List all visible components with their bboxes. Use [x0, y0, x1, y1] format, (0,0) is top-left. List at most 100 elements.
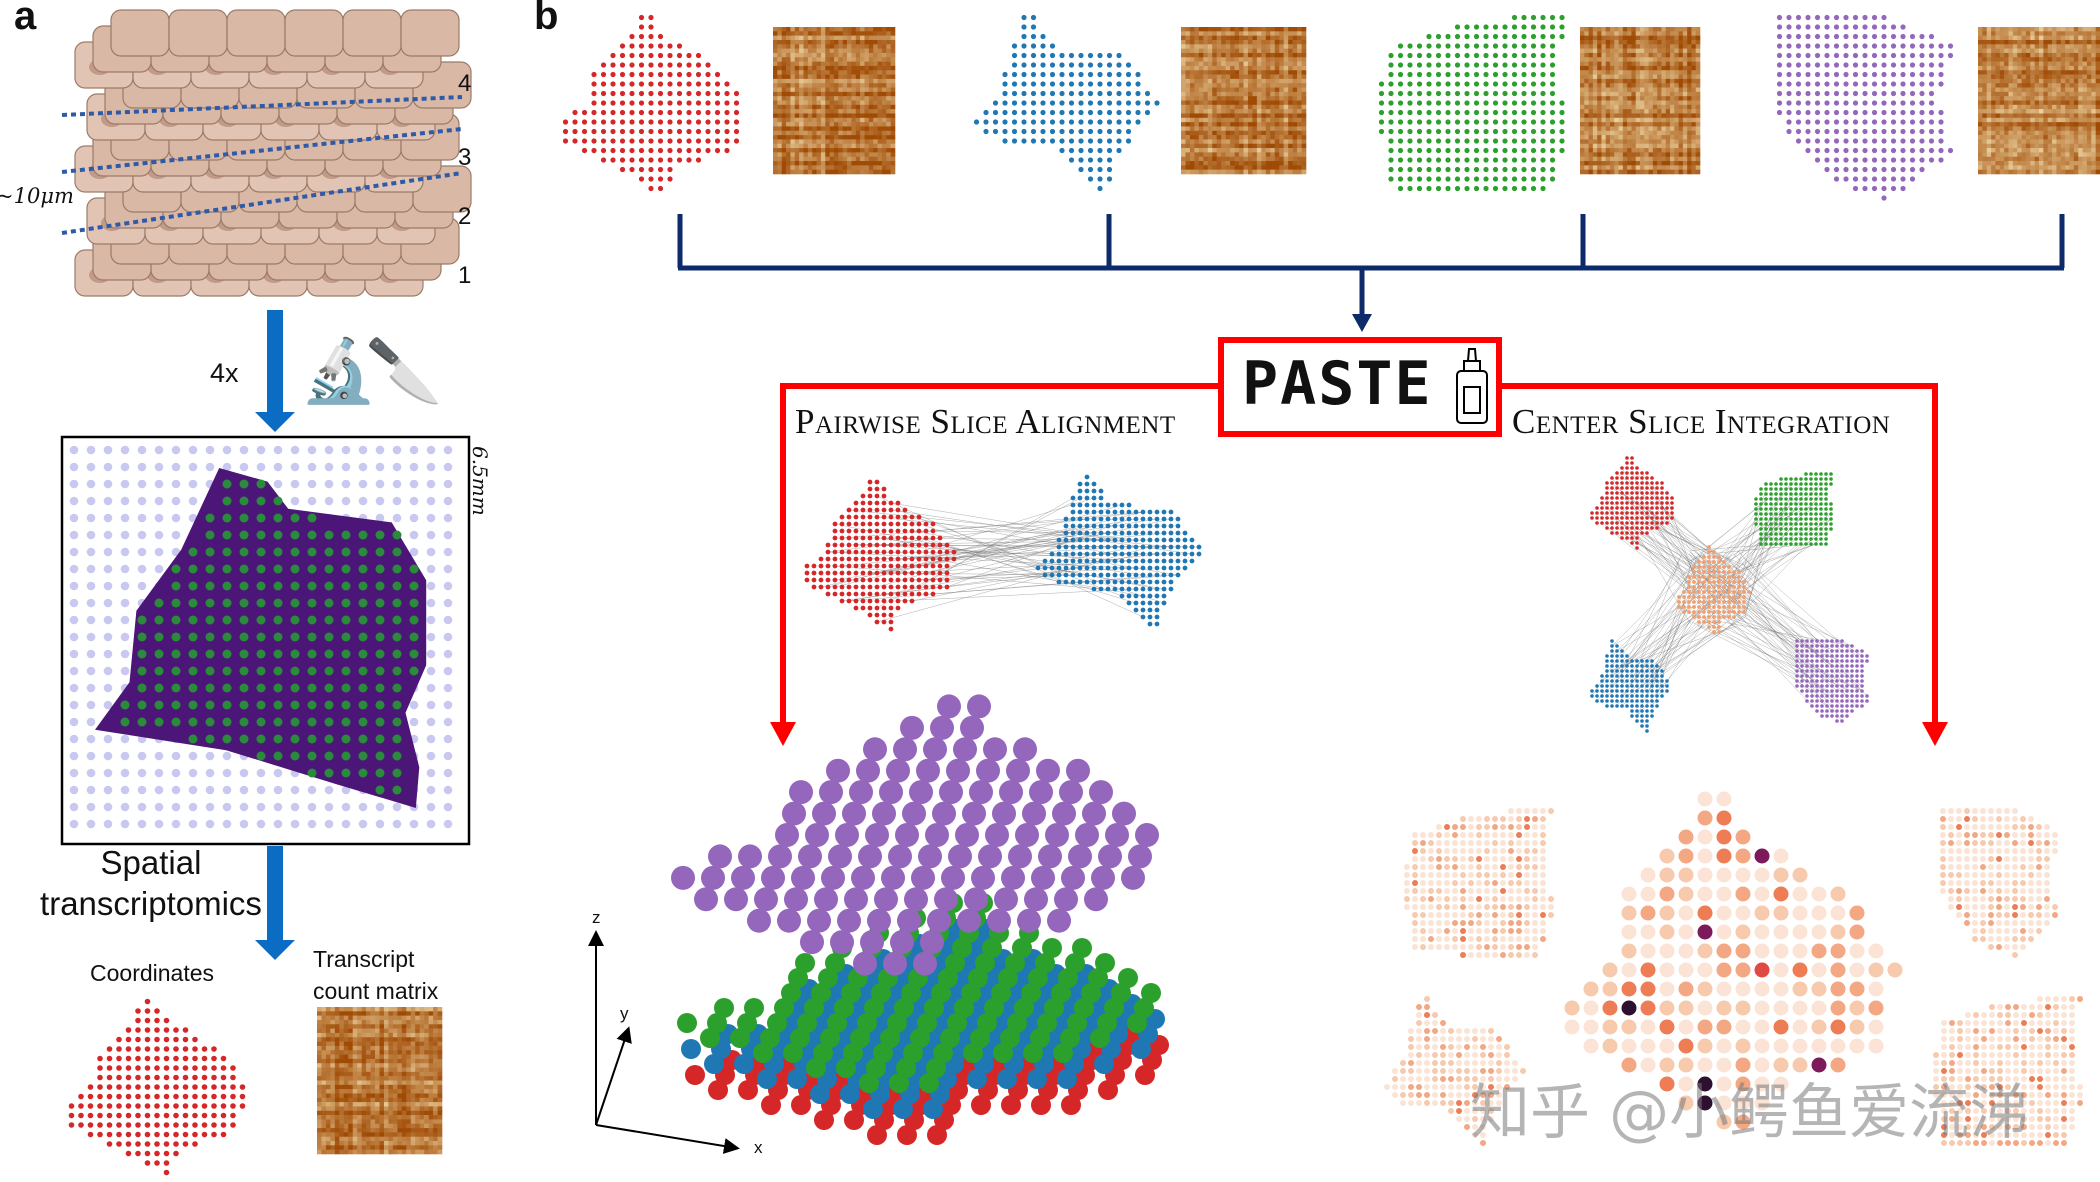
slice-3-matrix-cell — [1665, 48, 1671, 54]
slice-2-matrix-cell — [1265, 143, 1271, 149]
slice-2-matrix-cell — [1203, 126, 1209, 132]
slice-2-matrix-cell — [1189, 156, 1195, 162]
count-matrix-cell — [348, 1089, 354, 1094]
coordinate-spot — [135, 1027, 141, 1033]
count-matrix-cell — [428, 1019, 434, 1025]
coordinate-spot — [125, 1065, 132, 1071]
slice-3-spot — [1454, 100, 1461, 106]
count-matrix-cell — [424, 1067, 429, 1073]
slice-3-spot — [1426, 71, 1432, 78]
slice-1-matrix-cell — [816, 165, 822, 170]
slice-2-matrix-cell — [1221, 35, 1226, 41]
slice-1-matrix-cell — [868, 52, 874, 58]
slice-3-matrix-cell — [1631, 44, 1637, 49]
count-matrix-cell — [370, 1037, 376, 1042]
slice-3-matrix-cell — [1588, 70, 1594, 75]
slice-3-spot — [1397, 128, 1404, 135]
slice-1-matrix-cell — [794, 35, 800, 41]
captured-spot — [290, 649, 300, 659]
slice-3-spot — [1388, 176, 1394, 182]
count-matrix-cell — [330, 1063, 336, 1068]
slice-2-matrix-cell — [1239, 148, 1244, 153]
slice-2-matrix-cell — [1256, 122, 1262, 127]
slice-1-matrix-cell — [860, 169, 865, 175]
slice-2-matrix-cell — [1301, 156, 1307, 162]
slice-1-matrix-cell — [881, 91, 887, 97]
slice-3-matrix-cell — [1661, 35, 1667, 41]
count-matrix-cell — [343, 1110, 349, 1116]
slice-1-matrix-cell — [799, 139, 804, 145]
slice-1-matrix-cell — [820, 126, 826, 132]
captured-spot — [239, 615, 249, 625]
slice-1-matrix-cell — [873, 161, 878, 166]
slice-2-spot — [1021, 43, 1027, 49]
slice-3-spot — [1530, 43, 1537, 49]
count-matrix-cell — [343, 1024, 349, 1029]
slice-2-matrix-cell — [1185, 117, 1191, 123]
array-spot — [171, 530, 181, 540]
slice-2-matrix-cell — [1194, 104, 1200, 110]
coordinate-spot — [239, 1103, 246, 1109]
slice-1-spot — [619, 119, 626, 125]
slice-1-matrix-cell — [855, 44, 861, 49]
slice-1-matrix-cell — [790, 156, 796, 162]
slice-3-matrix-cell — [1652, 39, 1658, 45]
coordinate-spot — [220, 1074, 227, 1081]
array-spot — [188, 785, 198, 795]
slice-1-matrix-cell — [790, 143, 796, 149]
slice-1-matrix-cell — [825, 135, 830, 140]
count-matrix-cell — [424, 1084, 429, 1090]
slice-1-matrix-cell — [781, 61, 787, 67]
count-matrix-cell — [383, 1119, 389, 1125]
slice-1-matrix-cell — [786, 48, 791, 54]
slice-2-matrix-cell — [1261, 78, 1267, 84]
count-matrix-cell — [383, 1106, 389, 1112]
count-matrix-cell — [357, 1097, 362, 1103]
slice-2-matrix-cell — [1221, 135, 1226, 140]
slice-2-matrix-cell — [1194, 143, 1200, 149]
slice-1-matrix-cell — [877, 83, 883, 88]
slice-3-spot — [1388, 52, 1394, 59]
count-matrix-cell — [334, 1097, 340, 1103]
captured-spot — [273, 717, 283, 727]
count-matrix-cell — [339, 1071, 345, 1077]
slice-3-matrix-cell — [1674, 52, 1679, 58]
count-matrix-cell — [334, 1011, 340, 1016]
count-matrix-cell — [379, 1050, 385, 1055]
slice-1-matrix-cell — [860, 35, 865, 41]
slice-2-spot — [1106, 138, 1113, 144]
count-matrix-cell — [352, 1045, 358, 1051]
slice-2-matrix-cell — [1261, 74, 1267, 80]
count-matrix-cell — [348, 1145, 354, 1150]
slice-2-matrix-cell — [1221, 65, 1226, 71]
slice-3-matrix-cell — [1627, 70, 1632, 75]
count-matrix-cell — [401, 1089, 407, 1094]
slice-3-matrix-cell — [1674, 31, 1679, 36]
slice-2-matrix-cell — [1198, 70, 1204, 75]
count-matrix-cell — [419, 1076, 425, 1081]
slice-1-matrix-cell — [855, 130, 861, 136]
count-matrix-cell — [366, 1132, 371, 1138]
slice-2-matrix-cell — [1265, 156, 1271, 162]
slice-2-spot — [1030, 128, 1037, 135]
slice-1-matrix-cell — [834, 91, 839, 97]
slice-1-spot — [648, 166, 654, 173]
slice-1-matrix-cell — [794, 57, 800, 62]
coordinate-spot — [154, 1131, 160, 1138]
slice-2-matrix-cell — [1270, 35, 1276, 41]
slice-1-matrix-cell — [829, 65, 835, 71]
slice-2-matrix-cell — [1261, 148, 1267, 153]
slice-1-matrix-cell — [781, 169, 787, 175]
count-matrix-cell — [343, 1058, 349, 1064]
slice-2-matrix-cell — [1216, 27, 1222, 32]
coordinate-spot — [144, 1017, 151, 1024]
count-matrix-cell — [392, 1106, 398, 1112]
array-spot — [426, 479, 436, 489]
slice-1-matrix-cell — [890, 148, 896, 153]
slice-1-matrix-cell — [812, 35, 817, 41]
slice-2-matrix-cell — [1243, 130, 1249, 136]
slice-1-matrix-cell — [773, 156, 778, 162]
array-spot — [409, 496, 419, 506]
slice-2-matrix-cell — [1252, 130, 1258, 136]
count-matrix-cell — [392, 1132, 398, 1138]
